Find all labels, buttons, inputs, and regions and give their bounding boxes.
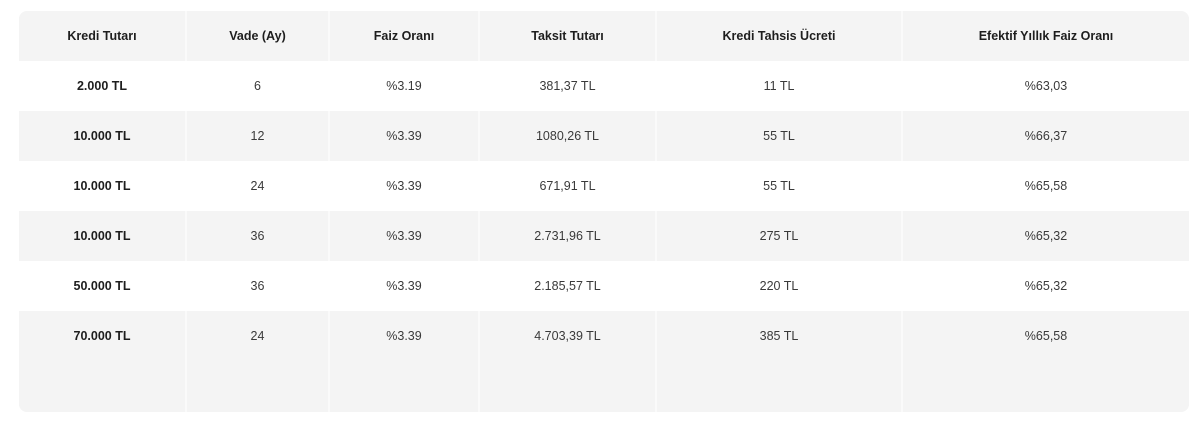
table-row: 2.000 TL 6 %3.19 381,37 TL 11 TL %63,03	[19, 61, 1189, 111]
empty-cell	[903, 361, 1189, 412]
cell-installment: 2.731,96 TL	[480, 211, 657, 261]
header-installment-amount: Taksit Tutarı	[480, 11, 657, 61]
header-term-months: Vade (Ay)	[187, 11, 330, 61]
cell-interest-rate: %3.39	[330, 211, 480, 261]
cell-interest-rate: %3.39	[330, 161, 480, 211]
cell-effective-rate: %65,32	[903, 211, 1189, 261]
cell-interest-rate: %3.39	[330, 311, 480, 361]
cell-loan-amount: 10.000 TL	[19, 211, 187, 261]
cell-installment: 1080,26 TL	[480, 111, 657, 161]
cell-term: 24	[187, 161, 330, 211]
cell-term: 36	[187, 261, 330, 311]
cell-interest-rate: %3.19	[330, 61, 480, 111]
cell-loan-amount: 70.000 TL	[19, 311, 187, 361]
header-loan-amount: Kredi Tutarı	[19, 11, 187, 61]
table-body: 2.000 TL 6 %3.19 381,37 TL 11 TL %63,03 …	[19, 61, 1189, 412]
header-row: Kredi Tutarı Vade (Ay) Faiz Oranı Taksit…	[19, 11, 1189, 61]
cell-effective-rate: %66,37	[903, 111, 1189, 161]
cell-installment: 4.703,39 TL	[480, 311, 657, 361]
cell-allocation-fee: 275 TL	[657, 211, 903, 261]
table-row: 70.000 TL 24 %3.39 4.703,39 TL 385 TL %6…	[19, 311, 1189, 361]
cell-interest-rate: %3.39	[330, 111, 480, 161]
cell-effective-rate: %65,58	[903, 311, 1189, 361]
cell-loan-amount: 10.000 TL	[19, 111, 187, 161]
empty-cell	[657, 361, 903, 412]
loan-table-container: Kredi Tutarı Vade (Ay) Faiz Oranı Taksit…	[19, 11, 1189, 412]
cell-term: 12	[187, 111, 330, 161]
cell-allocation-fee: 385 TL	[657, 311, 903, 361]
table-row: 50.000 TL 36 %3.39 2.185,57 TL 220 TL %6…	[19, 261, 1189, 311]
cell-effective-rate: %63,03	[903, 61, 1189, 111]
cell-installment: 671,91 TL	[480, 161, 657, 211]
table-row: 10.000 TL 24 %3.39 671,91 TL 55 TL %65,5…	[19, 161, 1189, 211]
cell-allocation-fee: 220 TL	[657, 261, 903, 311]
cell-allocation-fee: 55 TL	[657, 111, 903, 161]
cell-installment: 2.185,57 TL	[480, 261, 657, 311]
empty-cell	[330, 361, 480, 412]
table-row: 10.000 TL 36 %3.39 2.731,96 TL 275 TL %6…	[19, 211, 1189, 261]
table-header: Kredi Tutarı Vade (Ay) Faiz Oranı Taksit…	[19, 11, 1189, 61]
cell-loan-amount: 10.000 TL	[19, 161, 187, 211]
cell-term: 24	[187, 311, 330, 361]
cell-loan-amount: 2.000 TL	[19, 61, 187, 111]
empty-cell	[19, 361, 187, 412]
cell-effective-rate: %65,58	[903, 161, 1189, 211]
cell-effective-rate: %65,32	[903, 261, 1189, 311]
cell-allocation-fee: 55 TL	[657, 161, 903, 211]
cell-term: 6	[187, 61, 330, 111]
cell-installment: 381,37 TL	[480, 61, 657, 111]
header-allocation-fee: Kredi Tahsis Ücreti	[657, 11, 903, 61]
cell-loan-amount: 50.000 TL	[19, 261, 187, 311]
empty-cell	[480, 361, 657, 412]
empty-cell	[187, 361, 330, 412]
cell-interest-rate: %3.39	[330, 261, 480, 311]
cell-term: 36	[187, 211, 330, 261]
header-interest-rate: Faiz Oranı	[330, 11, 480, 61]
cell-allocation-fee: 11 TL	[657, 61, 903, 111]
loan-table: Kredi Tutarı Vade (Ay) Faiz Oranı Taksit…	[19, 11, 1189, 412]
header-effective-annual-rate: Efektif Yıllık Faiz Oranı	[903, 11, 1189, 61]
empty-row	[19, 361, 1189, 412]
table-row: 10.000 TL 12 %3.39 1080,26 TL 55 TL %66,…	[19, 111, 1189, 161]
